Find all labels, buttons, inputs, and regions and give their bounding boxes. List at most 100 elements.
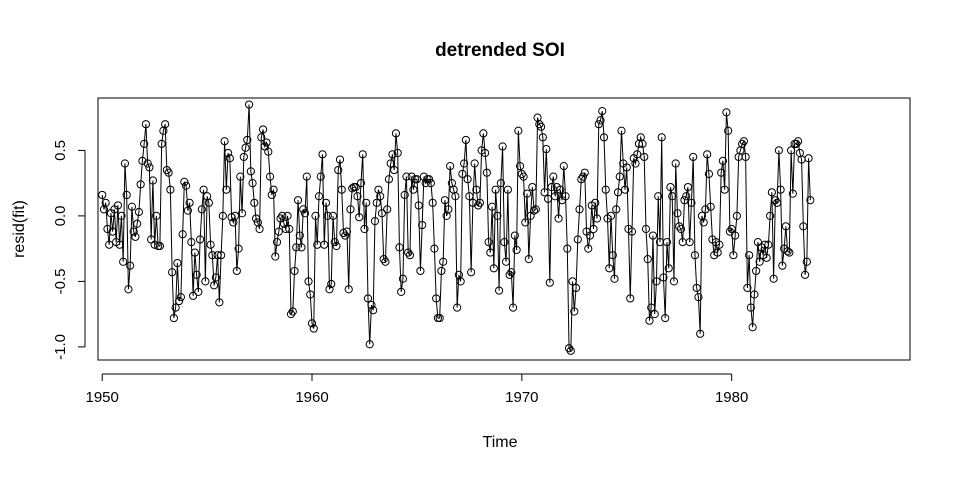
data-point — [515, 162, 525, 171]
data-point — [584, 244, 593, 253]
data-point — [550, 192, 560, 201]
data-point — [206, 240, 215, 249]
data-point — [318, 150, 327, 159]
data-point — [682, 192, 691, 201]
data-point — [267, 190, 276, 200]
data-point — [601, 185, 610, 194]
data-point — [211, 273, 220, 282]
data-point — [661, 313, 670, 323]
data-point — [732, 211, 742, 220]
data-point — [180, 177, 189, 186]
data-point — [724, 126, 733, 135]
data-point — [124, 285, 133, 294]
data-point — [390, 165, 399, 175]
data-point — [162, 165, 171, 175]
data-point — [175, 296, 184, 306]
data-point — [173, 258, 182, 268]
data-point — [463, 175, 472, 184]
data-point — [766, 211, 775, 220]
data-point — [283, 211, 292, 220]
data-point — [141, 120, 151, 129]
data-point — [451, 192, 460, 201]
data-point — [738, 139, 747, 148]
data-point — [395, 243, 404, 252]
data-point — [386, 159, 395, 168]
data-point — [675, 222, 684, 231]
data-point — [426, 179, 436, 188]
data-point — [300, 209, 310, 218]
data-point — [706, 202, 715, 211]
data-point — [620, 185, 630, 194]
data-point — [622, 163, 631, 172]
data-point — [346, 205, 355, 214]
data-point — [783, 247, 792, 256]
x-tick-label: 1960 — [295, 389, 328, 406]
data-point — [246, 167, 255, 176]
data-point — [610, 274, 619, 283]
data-point — [152, 211, 161, 220]
data-point — [108, 227, 117, 236]
data-point — [398, 274, 408, 283]
data-point — [197, 205, 206, 214]
data-point — [453, 303, 462, 312]
data-point — [529, 206, 539, 215]
data-point — [540, 188, 549, 197]
data-point — [627, 227, 637, 236]
data-point — [767, 188, 776, 197]
data-point — [133, 219, 142, 228]
data-point — [113, 201, 123, 210]
data-point — [416, 266, 425, 276]
data-point — [168, 268, 177, 277]
data-point — [524, 255, 533, 264]
data-point — [647, 303, 656, 312]
data-point — [774, 146, 783, 155]
data-point — [804, 154, 813, 163]
data-point — [764, 240, 773, 249]
data-point — [339, 228, 348, 238]
data-point — [717, 168, 726, 177]
data-point — [746, 303, 755, 312]
data-point — [535, 120, 544, 129]
data-point — [802, 257, 811, 266]
data-point — [134, 207, 144, 217]
data-point — [561, 192, 570, 201]
data-point — [773, 198, 782, 207]
data-point — [643, 255, 652, 264]
data-point — [241, 143, 250, 152]
data-point — [321, 198, 331, 207]
data-point — [201, 277, 210, 286]
data-point — [671, 159, 680, 168]
data-point — [617, 126, 626, 135]
data-point — [222, 185, 231, 194]
data-point — [460, 159, 469, 168]
y-tick-label: 0.5 — [52, 140, 69, 161]
data-point — [580, 168, 589, 177]
data-point — [127, 202, 137, 211]
data-point — [512, 245, 521, 255]
data-point — [589, 224, 598, 234]
data-point — [720, 185, 729, 194]
data-point — [638, 139, 647, 148]
y-tick-label: 0.0 — [52, 205, 69, 226]
data-point — [183, 206, 192, 215]
data-point — [729, 251, 738, 260]
data-point — [508, 303, 518, 312]
data-point — [787, 146, 796, 155]
data-point — [760, 240, 769, 249]
data-point — [645, 316, 654, 325]
data-point — [699, 218, 708, 227]
data-point — [105, 240, 114, 249]
data-point — [194, 287, 203, 296]
data-point — [690, 251, 700, 260]
x-axis-title: Time — [483, 434, 518, 451]
data-point — [307, 319, 317, 328]
data-point — [243, 135, 252, 145]
data-point — [210, 281, 219, 290]
data-point — [489, 264, 498, 273]
data-point — [129, 227, 138, 236]
data-point — [215, 298, 224, 307]
data-point — [379, 255, 388, 264]
data-point — [704, 169, 714, 179]
data-point — [145, 163, 154, 172]
data-point — [391, 129, 401, 138]
